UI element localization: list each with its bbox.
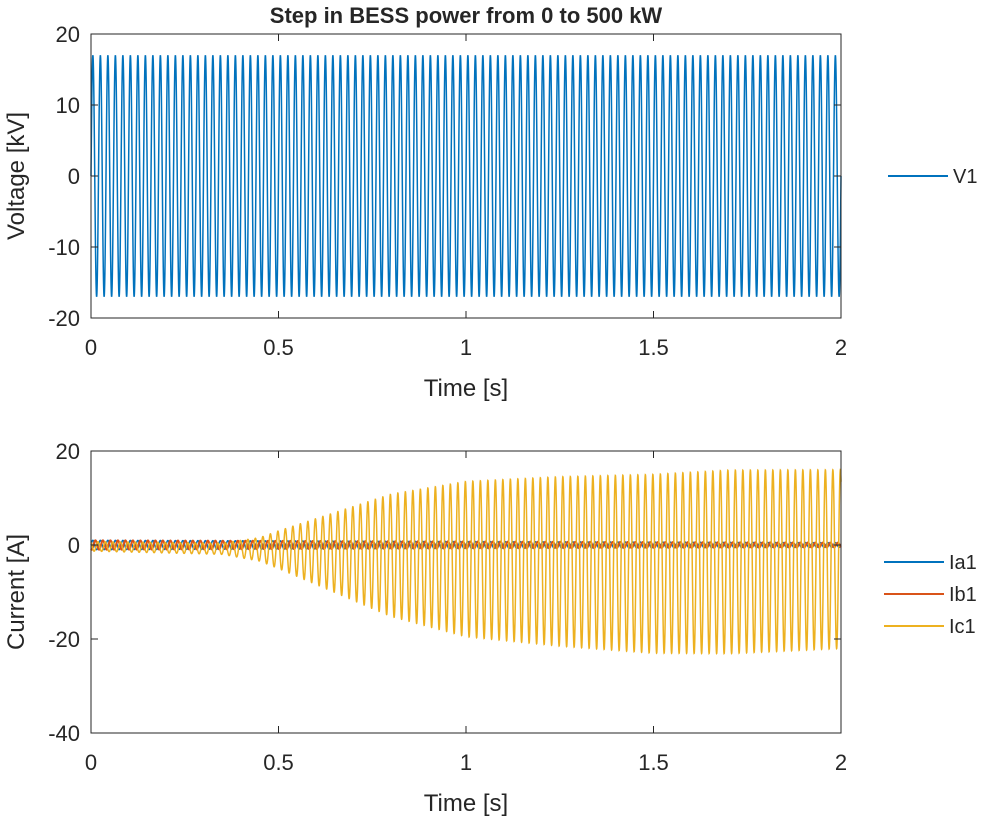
current-ytick: -20 [48, 627, 80, 652]
current-xtick: 2 [835, 750, 847, 775]
current-xtick: 1 [460, 750, 472, 775]
current-axes-box [90, 450, 842, 734]
voltage-ytick: 0 [68, 164, 80, 189]
legend-label-ia1: Ia1 [949, 552, 977, 574]
series-line-ic1 [90, 468, 842, 655]
current-xtick: 0 [85, 750, 97, 775]
voltage-xtick: 1.5 [638, 335, 669, 360]
voltage-ytick: -20 [48, 306, 80, 331]
current-plot-area [90, 450, 842, 734]
voltage-legend: V1 [888, 166, 977, 188]
current-ytick: 0 [68, 533, 80, 558]
voltage-xtick: 0 [85, 335, 97, 360]
voltage-ytick: 20 [56, 22, 80, 47]
voltage-ytick: -10 [48, 235, 80, 260]
voltage-xtick: 0.5 [263, 335, 294, 360]
current-axes: 20 0 -20 -40 0 0.5 1 1.5 2 Time [s] Curr… [3, 439, 977, 817]
voltage-axes-box [90, 33, 842, 319]
current-legend: Ia1 Ib1 Ic1 [884, 552, 977, 638]
voltage-plot-area [90, 33, 842, 319]
current-xtick: 0.5 [263, 750, 294, 775]
voltage-ytick: 10 [56, 93, 80, 118]
current-ylabel: Current [A] [3, 534, 30, 650]
current-ytick: -40 [48, 721, 80, 746]
voltage-xtick: 1 [460, 335, 472, 360]
current-ytick: 20 [56, 439, 80, 464]
legend-label-v1: V1 [953, 166, 977, 188]
voltage-xlabel: Time [s] [424, 375, 508, 402]
current-xtick: 1.5 [638, 750, 669, 775]
legend-label-ib1: Ib1 [949, 584, 977, 606]
series-line-v1 [90, 55, 842, 297]
chart-title: Step in BESS power from 0 to 500 kW [270, 3, 663, 28]
current-xlabel: Time [s] [424, 790, 508, 817]
voltage-axes: Step in BESS power from 0 to 500 kW 20 1… [3, 3, 977, 402]
series-line-ib1 [90, 539, 842, 551]
legend-label-ic1: Ic1 [949, 616, 976, 638]
voltage-xtick: 2 [835, 335, 847, 360]
voltage-ylabel: Voltage [kV] [3, 112, 30, 240]
